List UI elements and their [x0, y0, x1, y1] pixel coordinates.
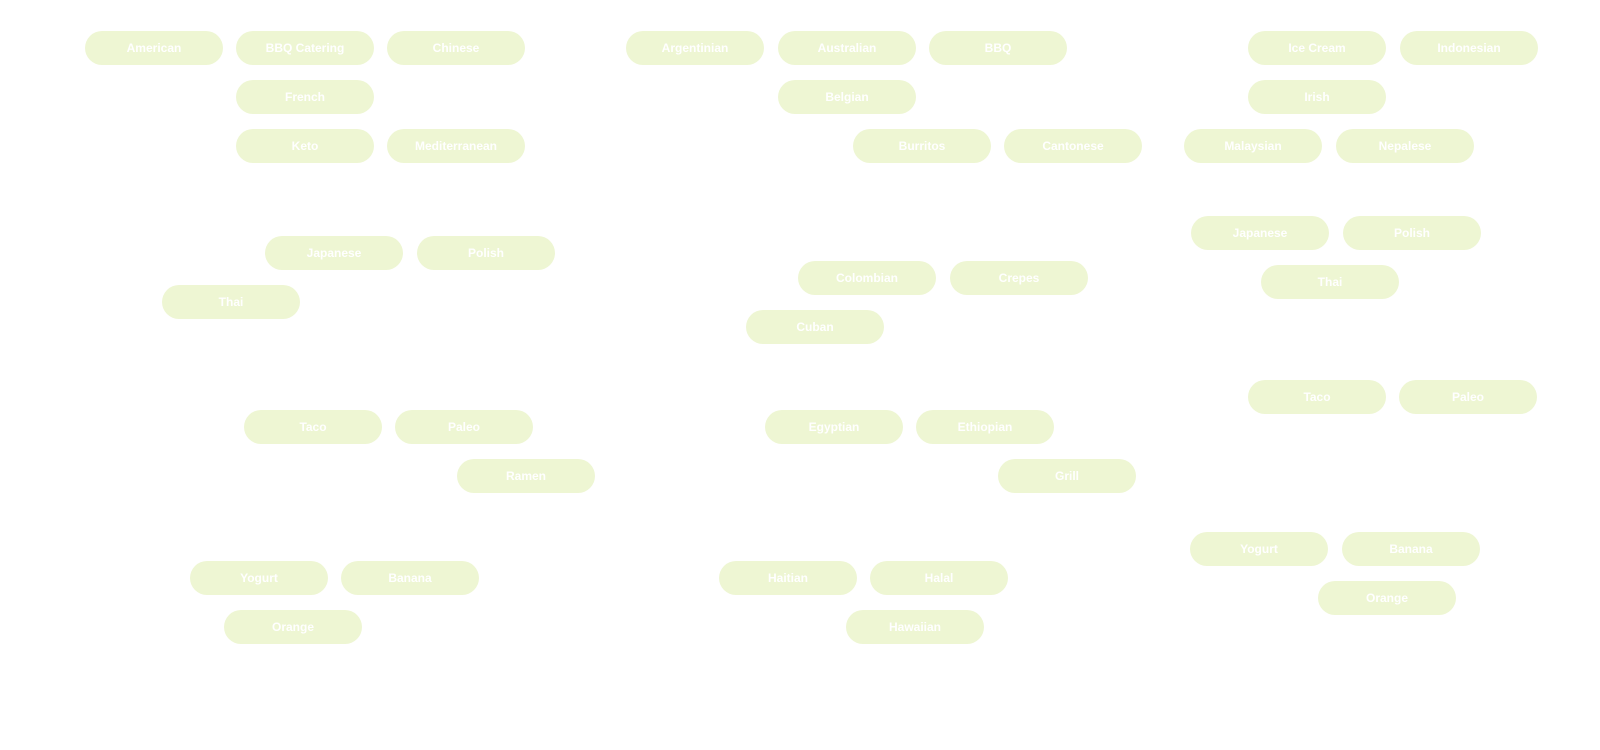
tag-bbq[interactable]: BBQ [929, 31, 1067, 65]
tag-egyptian[interactable]: Egyptian [765, 410, 903, 444]
tag-label: Orange [1365, 591, 1408, 605]
tag-label: Halal [924, 571, 954, 585]
tag-label: Nepalese [1378, 139, 1432, 153]
tag-label: Thai [218, 295, 244, 309]
tag-label: French [284, 90, 325, 104]
tag-label: Banana [1389, 542, 1433, 556]
tag-paleo[interactable]: Paleo [395, 410, 533, 444]
tag-label: Thai [1317, 275, 1343, 289]
tag-indonesian[interactable]: Indonesian [1400, 31, 1538, 65]
tag-label: Chinese [432, 41, 480, 55]
tag-polish[interactable]: Polish [417, 236, 555, 270]
tag-belgian[interactable]: Belgian [778, 80, 916, 114]
tag-malaysian[interactable]: Malaysian [1184, 129, 1322, 163]
tag-keto[interactable]: Keto [236, 129, 374, 163]
tag-label: Argentinian [661, 41, 729, 55]
tag-label: Haitian [767, 571, 808, 585]
tag-label: Paleo [447, 420, 480, 434]
tag-label: Ethiopian [957, 420, 1013, 434]
tag-label: Yogurt [1240, 542, 1278, 556]
tag-label: Banana [388, 571, 432, 585]
tag-paleo[interactable]: Paleo [1399, 380, 1537, 414]
tag-thai[interactable]: Thai [162, 285, 300, 319]
tag-taco[interactable]: Taco [1248, 380, 1386, 414]
tag-french[interactable]: French [236, 80, 374, 114]
tag-label: Cuban [796, 320, 834, 334]
tag-label: Belgian [825, 90, 869, 104]
tag-label: Taco [1303, 390, 1331, 404]
tag-taco[interactable]: Taco [244, 410, 382, 444]
tag-cuban[interactable]: Cuban [746, 310, 884, 344]
tag-nepalese[interactable]: Nepalese [1336, 129, 1474, 163]
tag-label: Hawaiian [888, 620, 942, 634]
tag-irish[interactable]: Irish [1248, 80, 1386, 114]
tag-colombian[interactable]: Colombian [798, 261, 936, 295]
tag-label: Polish [1393, 226, 1430, 240]
tag-hawaiian[interactable]: Hawaiian [846, 610, 984, 644]
tag-burritos[interactable]: Burritos [853, 129, 991, 163]
tag-grill[interactable]: Grill [998, 459, 1136, 493]
tag-orange[interactable]: Orange [224, 610, 362, 644]
tag-label: Crepes [998, 271, 1040, 285]
tag-label: Malaysian [1224, 139, 1282, 153]
tag-polish[interactable]: Polish [1343, 216, 1481, 250]
tag-japanese[interactable]: Japanese [1191, 216, 1329, 250]
tag-haitian[interactable]: Haitian [719, 561, 857, 595]
tag-mediterranean[interactable]: Mediterranean [387, 129, 525, 163]
tag-label: Indonesian [1437, 41, 1501, 55]
tag-label: Paleo [1451, 390, 1484, 404]
tag-thai[interactable]: Thai [1261, 265, 1399, 299]
tag-label: Australian [817, 41, 877, 55]
tag-yogurt[interactable]: Yogurt [1190, 532, 1328, 566]
tag-ethiopian[interactable]: Ethiopian [916, 410, 1054, 444]
tag-yogurt[interactable]: Yogurt [190, 561, 328, 595]
tag-label: Mediterranean [414, 139, 498, 153]
tag-label: Polish [467, 246, 504, 260]
tag-label: Orange [271, 620, 314, 634]
tag-japanese[interactable]: Japanese [265, 236, 403, 270]
tag-australian[interactable]: Australian [778, 31, 916, 65]
tag-label: Colombian [836, 271, 898, 285]
tag-label: BBQ Catering [265, 41, 345, 55]
tag-label: Keto [291, 139, 319, 153]
tag-bbq-catering[interactable]: BBQ Catering [236, 31, 374, 65]
tag-label: Cantonese [1042, 139, 1104, 153]
tag-ramen[interactable]: Ramen [457, 459, 595, 493]
tag-american[interactable]: American [85, 31, 223, 65]
tag-chinese[interactable]: Chinese [387, 31, 525, 65]
tag-label: Burritos [898, 139, 946, 153]
tag-label: Grill [1054, 469, 1079, 483]
tag-label: Taco [299, 420, 327, 434]
tag-label: Egyptian [808, 420, 860, 434]
tag-banana[interactable]: Banana [341, 561, 479, 595]
tag-label: American [126, 41, 182, 55]
tag-cantonese[interactable]: Cantonese [1004, 129, 1142, 163]
tag-label: Ramen [505, 469, 546, 483]
tag-argentinian[interactable]: Argentinian [626, 31, 764, 65]
tag-label: Japanese [306, 246, 362, 260]
tag-label: Ice Cream [1288, 41, 1346, 55]
tag-orange[interactable]: Orange [1318, 581, 1456, 615]
tag-crepes[interactable]: Crepes [950, 261, 1088, 295]
tag-label: Yogurt [240, 571, 278, 585]
tag-halal[interactable]: Halal [870, 561, 1008, 595]
tag-banana[interactable]: Banana [1342, 532, 1480, 566]
tag-ice-cream[interactable]: Ice Cream [1248, 31, 1386, 65]
tag-label: BBQ [984, 41, 1012, 55]
tag-label: Japanese [1232, 226, 1288, 240]
tag-label: Irish [1304, 90, 1330, 104]
